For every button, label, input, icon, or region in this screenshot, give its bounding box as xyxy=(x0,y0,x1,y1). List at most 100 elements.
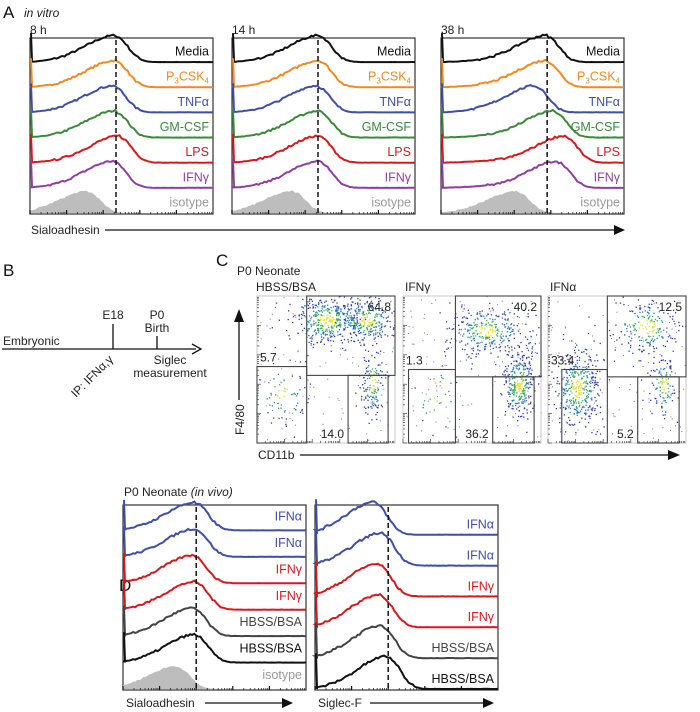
event-point xyxy=(666,327,668,329)
event-point xyxy=(371,368,374,370)
event-point xyxy=(434,397,436,399)
event-point xyxy=(518,346,520,348)
event-point xyxy=(307,354,309,357)
y-axis-arrowhead-icon xyxy=(234,309,244,322)
event-point xyxy=(347,320,349,322)
event-point xyxy=(562,338,564,340)
event-point xyxy=(571,404,573,406)
event-point xyxy=(494,324,496,326)
event-point xyxy=(586,375,588,377)
event-point xyxy=(653,302,655,304)
event-point xyxy=(445,426,447,428)
event-point xyxy=(310,316,313,318)
event-point xyxy=(509,395,511,398)
event-point xyxy=(379,420,381,422)
event-point xyxy=(558,383,560,385)
event-point xyxy=(266,439,268,441)
event-point xyxy=(675,325,677,327)
event-point xyxy=(514,389,516,391)
event-point xyxy=(321,302,323,304)
event-point xyxy=(481,341,483,343)
event-point xyxy=(525,397,527,399)
event-point xyxy=(374,379,376,381)
event-point xyxy=(462,310,464,312)
event-point xyxy=(639,307,641,309)
event-point xyxy=(460,334,462,336)
event-point xyxy=(322,319,324,321)
event-point xyxy=(359,318,361,320)
event-point xyxy=(472,327,474,330)
event-point xyxy=(504,365,507,368)
event-point xyxy=(573,374,575,376)
birth-label: Birth xyxy=(145,321,170,335)
event-point xyxy=(368,330,370,333)
event-point xyxy=(379,353,381,355)
event-point xyxy=(380,315,382,318)
event-point xyxy=(351,318,353,320)
event-point xyxy=(521,380,523,383)
event-point xyxy=(585,409,587,411)
event-point xyxy=(529,386,531,388)
event-point xyxy=(476,333,478,335)
event-point xyxy=(574,357,576,359)
event-point xyxy=(526,347,528,349)
event-point xyxy=(594,360,596,362)
event-point xyxy=(509,404,511,406)
event-point xyxy=(519,332,521,335)
event-point xyxy=(526,357,528,359)
event-point xyxy=(591,376,593,378)
event-point xyxy=(513,371,516,373)
event-point xyxy=(387,335,389,337)
event-point xyxy=(530,373,532,375)
event-point xyxy=(381,309,383,311)
event-point xyxy=(354,327,357,329)
histogram-trace-TNFα xyxy=(231,83,415,114)
event-point xyxy=(278,417,280,420)
event-point xyxy=(670,368,672,370)
event-point xyxy=(572,388,575,390)
event-point xyxy=(367,407,370,409)
event-point xyxy=(511,407,513,410)
event-point xyxy=(477,374,479,376)
event-point xyxy=(313,310,315,312)
event-point xyxy=(572,424,574,426)
event-point xyxy=(573,376,575,378)
condition-label-p3csk4: P3CSK4 xyxy=(368,70,412,86)
event-point xyxy=(595,413,597,416)
event-point xyxy=(585,426,587,428)
event-point xyxy=(660,373,662,375)
event-point xyxy=(593,387,595,389)
event-point xyxy=(367,387,369,389)
event-point xyxy=(658,370,661,372)
event-point xyxy=(492,318,494,321)
event-point xyxy=(635,306,637,308)
event-point xyxy=(298,315,300,317)
histogram-frame xyxy=(314,504,499,691)
condition-label: isotype xyxy=(371,195,411,209)
event-point xyxy=(505,381,507,383)
event-point xyxy=(629,326,632,328)
event-point xyxy=(647,318,649,320)
event-point xyxy=(508,327,510,329)
event-point xyxy=(586,376,588,379)
event-point xyxy=(344,325,346,327)
event-point xyxy=(321,327,323,329)
event-point xyxy=(503,311,506,313)
event-point xyxy=(534,390,536,392)
gate-percentage-label: 1.3 xyxy=(406,354,423,368)
event-point xyxy=(595,383,597,385)
event-point xyxy=(613,360,616,362)
event-point xyxy=(260,363,262,365)
event-point xyxy=(517,402,519,405)
histogram-trace-IFNγ xyxy=(29,158,214,189)
event-point xyxy=(513,392,516,394)
event-point xyxy=(524,336,527,338)
event-point xyxy=(309,337,311,339)
event-point xyxy=(515,392,518,394)
event-point xyxy=(358,322,360,324)
event-point xyxy=(521,323,523,325)
event-point xyxy=(433,361,435,363)
event-point xyxy=(374,389,377,391)
event-point xyxy=(572,397,574,400)
event-point xyxy=(577,386,579,388)
